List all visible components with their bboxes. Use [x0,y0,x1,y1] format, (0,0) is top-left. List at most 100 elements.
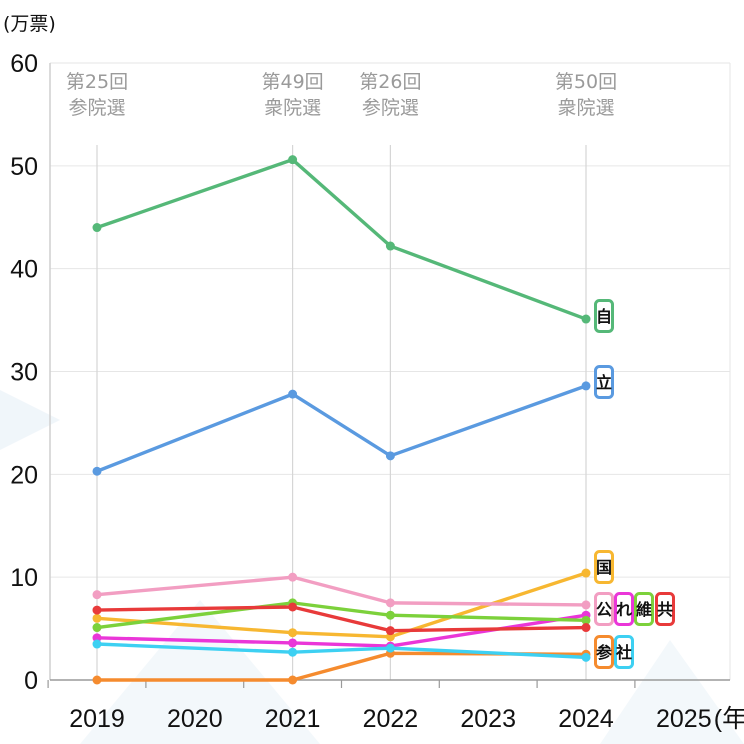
series-cdp [92,381,591,476]
legend-badge-label: 公 [596,600,612,619]
legend-badge-frame [594,365,614,399]
legend-badge-frame [594,299,614,333]
background-decoration [0,390,744,744]
series-line-cdp [95,384,588,473]
legend-badge-label: 共 [657,600,673,619]
election-label-number: 第26回 [359,71,421,93]
data-point [385,598,395,608]
legend-badge-ldp: 自 [594,299,614,333]
legend-badge-label: 社 [615,643,632,662]
y-axis-unit-label: (万票) [3,13,56,35]
legend-badge-jcp: 共 [655,592,675,626]
legend-badge-sdp: 社 [614,635,634,669]
data-point [92,639,102,649]
series-lines [92,155,591,685]
series-komeito [92,572,591,610]
election-label-type: 衆院選 [557,97,614,119]
data-point [92,605,102,615]
legend-badge-frame [634,592,654,626]
legend-badge-cdp: 立 [594,365,614,399]
series-line-sdp [95,642,588,660]
x-axis-unit-label: (年) [714,705,744,733]
data-point [288,647,298,657]
y-axis-ticks: 0 10 20 30 40 50 60 [10,50,38,695]
data-point [288,602,298,612]
x-tick-label: 2020 [167,705,223,733]
y-tick-label: 30 [10,359,38,387]
series-line-jcp [95,605,588,633]
legend-badge-label: 維 [636,600,652,619]
data-point [581,623,591,633]
legend-badge-frame [594,550,614,584]
data-point [288,155,298,165]
legend-badge-label: 立 [596,373,612,392]
series-sdp [92,639,591,662]
data-point [385,643,395,653]
data-point [581,381,591,391]
series-line-ldp [95,157,588,321]
series-line-ishin [95,601,588,630]
data-point [92,613,102,623]
data-point [288,628,298,638]
series-ldp [92,155,591,324]
legend-badge-label: れ [616,600,632,619]
x-tick-label: 2021 [265,705,321,733]
x-tick-label: 2024 [558,705,614,733]
data-point [288,389,298,399]
legend-badge-label: 参 [596,643,613,662]
data-point [288,572,298,582]
legend-badge-label: 国 [596,558,612,577]
data-point [385,610,395,620]
data-point [92,466,102,476]
data-point [92,223,102,233]
x-tick-label: 2025 [656,705,712,733]
election-label-number: 第25回 [66,71,128,93]
election-label-number: 第50回 [555,71,617,93]
legend-badge-sanseito: 参 [594,635,614,669]
legend-badge-komeito: 公 [594,592,614,626]
data-point [581,652,591,662]
data-point [288,675,298,685]
data-point [581,615,591,625]
y-tick-label: 20 [10,461,38,489]
data-point [385,241,395,251]
y-tick-label: 0 [24,667,38,695]
election-label-type: 衆院選 [264,97,321,119]
data-point [385,626,395,636]
legend-badge-frame [614,635,634,669]
legend-badge-frame [594,592,614,626]
legend-badge-frame [655,592,675,626]
data-point [581,600,591,610]
election-label-type: 参院選 [362,97,419,119]
data-point [92,590,102,600]
series-jcp [92,602,591,636]
legend-badge-frame [614,592,634,626]
data-point [92,633,102,643]
legend-badge-reiwa: れ [614,592,634,626]
x-tick-label: 2019 [69,705,125,733]
data-point [581,314,591,324]
x-tick-label: 2023 [460,705,516,733]
y-tick-label: 60 [10,50,38,78]
y-tick-label: 10 [10,564,38,592]
data-point [92,675,102,685]
legend-badge-frame [594,635,614,669]
series-line-komeito [95,575,588,607]
data-point [385,632,395,642]
data-point [385,451,395,461]
x-tick-label: 2022 [363,705,419,733]
legend-badges: 自立国公れ維共参社 [594,299,675,669]
data-point [288,638,298,648]
election-label-type: 参院選 [68,97,125,119]
election-lines [96,145,587,680]
y-tick-label: 50 [10,153,38,181]
data-point [92,623,102,633]
x-axis-ticks: 2019 2020 2021 2022 2023 2024 2025 [69,705,711,733]
data-point [581,568,591,578]
legend-badge-dpfp: 国 [594,550,614,584]
election-label-number: 第49回 [262,71,324,93]
legend-badge-ishin: 維 [634,592,654,626]
y-tick-label: 40 [10,256,38,284]
